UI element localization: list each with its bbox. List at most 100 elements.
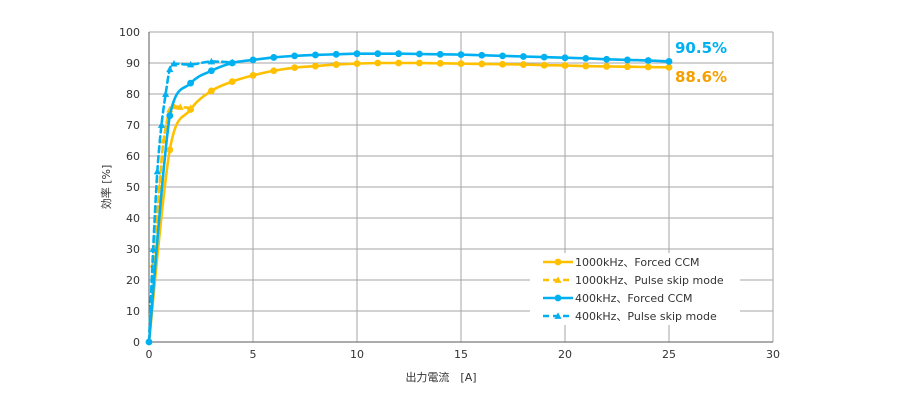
data-point [603, 63, 610, 70]
legend-swatch-marker [554, 312, 562, 319]
data-point [332, 61, 340, 68]
data-point [166, 65, 174, 73]
data-point [478, 51, 486, 59]
series-2 [147, 50, 673, 344]
legend-label: 400kHz、Pulse skip mode [575, 310, 717, 323]
data-point [228, 58, 236, 66]
y-tick-label: 100 [119, 26, 140, 39]
series-line [147, 105, 192, 344]
origin-point [145, 338, 153, 346]
data-point [149, 245, 157, 252]
annotation-label: 88.6% [675, 68, 727, 86]
data-point [478, 60, 486, 68]
annotation-label: 90.5% [675, 39, 727, 57]
legend-swatch-marker [554, 294, 562, 302]
y-tick-label: 10 [126, 305, 140, 318]
data-point [520, 53, 527, 60]
data-point [270, 67, 278, 75]
y-tick-label: 50 [126, 181, 140, 194]
data-point [624, 56, 631, 64]
y-axis-title: 効率 [%] [99, 165, 113, 210]
data-point [540, 53, 548, 61]
data-point [208, 87, 215, 95]
data-point [499, 52, 506, 60]
y-tick-label: 20 [126, 274, 140, 287]
data-point [157, 121, 166, 128]
data-point [291, 52, 298, 60]
y-tick-label: 80 [126, 88, 140, 101]
data-point [249, 72, 257, 79]
data-point [665, 58, 673, 65]
annotations-group: 90.5% 88.6% [675, 39, 727, 86]
data-point [270, 54, 278, 61]
data-point [166, 112, 174, 120]
y-tick-label: 40 [126, 212, 140, 225]
series-group [145, 50, 673, 346]
legend-background [530, 253, 740, 325]
data-point [436, 59, 444, 67]
series-3 [147, 57, 236, 344]
data-point [176, 103, 184, 110]
y-tick-label: 90 [126, 57, 140, 70]
series-line [147, 60, 234, 344]
legend-label: 1000kHz、Forced CCM [575, 256, 700, 269]
y-tick-label: 30 [126, 243, 140, 256]
data-point [603, 55, 610, 63]
data-point [374, 50, 382, 58]
data-point [207, 57, 215, 65]
data-point [170, 60, 178, 67]
data-point [249, 56, 257, 64]
data-point [499, 60, 506, 68]
data-point [312, 62, 319, 70]
data-point [312, 51, 319, 59]
x-tick-label: 15 [454, 348, 468, 361]
x-tick-label: 20 [558, 348, 572, 361]
data-point [395, 59, 402, 67]
data-point [624, 63, 631, 71]
data-point [540, 61, 548, 69]
data-point [374, 59, 382, 67]
legend: 1000kHz、Forced CCM 1000kHz、Pulse skip mod… [530, 253, 740, 325]
y-tick-label: 60 [126, 150, 140, 163]
data-point [187, 104, 195, 111]
data-point [561, 54, 569, 62]
data-point [228, 78, 236, 85]
data-point [582, 54, 590, 62]
data-point [644, 57, 652, 64]
data-point [457, 60, 465, 68]
x-tick-label: 30 [766, 348, 780, 361]
data-point [187, 79, 195, 87]
data-point [291, 64, 298, 72]
legend-swatch-marker [554, 276, 562, 283]
data-point [561, 62, 569, 69]
legend-label: 1000kHz、Pulse skip mode [575, 274, 724, 287]
data-point [187, 60, 195, 68]
x-axis-title: 出力電流 [A] [405, 370, 476, 384]
x-tick-label: 0 [146, 348, 153, 361]
legend-label: 400kHz、Forced CCM [575, 292, 693, 305]
data-point [665, 63, 673, 71]
legend-swatch-marker [554, 258, 562, 266]
axes: 0 5 10 15 20 25 30 0 10 20 30 40 50 60 70 80 90 100 出力電流 [… [99, 26, 780, 384]
data-point [353, 50, 361, 58]
data-point [162, 90, 170, 97]
data-point [436, 50, 444, 58]
data-point [208, 67, 215, 75]
data-point [457, 51, 465, 59]
x-tick-label: 10 [350, 348, 364, 361]
data-point [520, 61, 527, 68]
data-point [395, 50, 402, 58]
y-tick-label: 0 [133, 336, 140, 349]
data-point [353, 60, 361, 68]
x-tick-label: 5 [250, 348, 257, 361]
data-point [332, 50, 340, 58]
data-point [582, 62, 590, 70]
data-point [416, 59, 423, 67]
x-tick-label: 25 [662, 348, 676, 361]
data-point [644, 63, 652, 71]
data-point [166, 146, 174, 154]
data-point [153, 167, 161, 175]
data-point [416, 50, 423, 58]
